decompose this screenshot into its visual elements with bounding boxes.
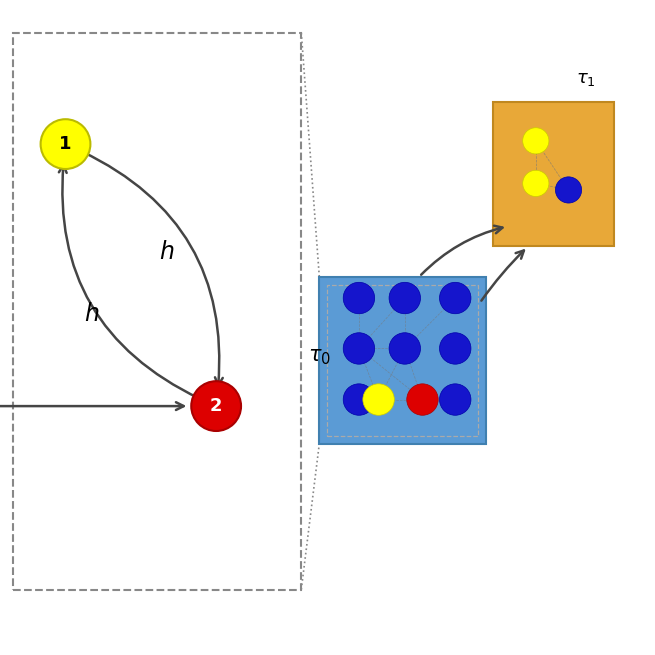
Circle shape (41, 119, 90, 169)
Circle shape (389, 282, 421, 314)
Text: 1: 1 (59, 135, 72, 153)
Circle shape (407, 384, 438, 415)
Circle shape (440, 333, 471, 364)
Text: $\tau_0$: $\tau_0$ (308, 347, 331, 367)
Circle shape (191, 381, 241, 431)
Text: $h$: $h$ (159, 240, 175, 264)
Circle shape (523, 128, 549, 154)
Text: $\tau_1$: $\tau_1$ (576, 69, 596, 88)
Text: 2: 2 (210, 397, 223, 415)
Circle shape (440, 282, 471, 314)
Circle shape (343, 384, 375, 415)
FancyBboxPatch shape (320, 276, 486, 444)
Circle shape (523, 170, 549, 196)
Circle shape (440, 384, 471, 415)
Circle shape (555, 177, 582, 203)
Circle shape (389, 333, 421, 364)
Text: $h$: $h$ (84, 303, 100, 326)
FancyBboxPatch shape (493, 102, 614, 246)
Circle shape (363, 384, 394, 415)
Circle shape (343, 333, 375, 364)
Circle shape (343, 282, 375, 314)
